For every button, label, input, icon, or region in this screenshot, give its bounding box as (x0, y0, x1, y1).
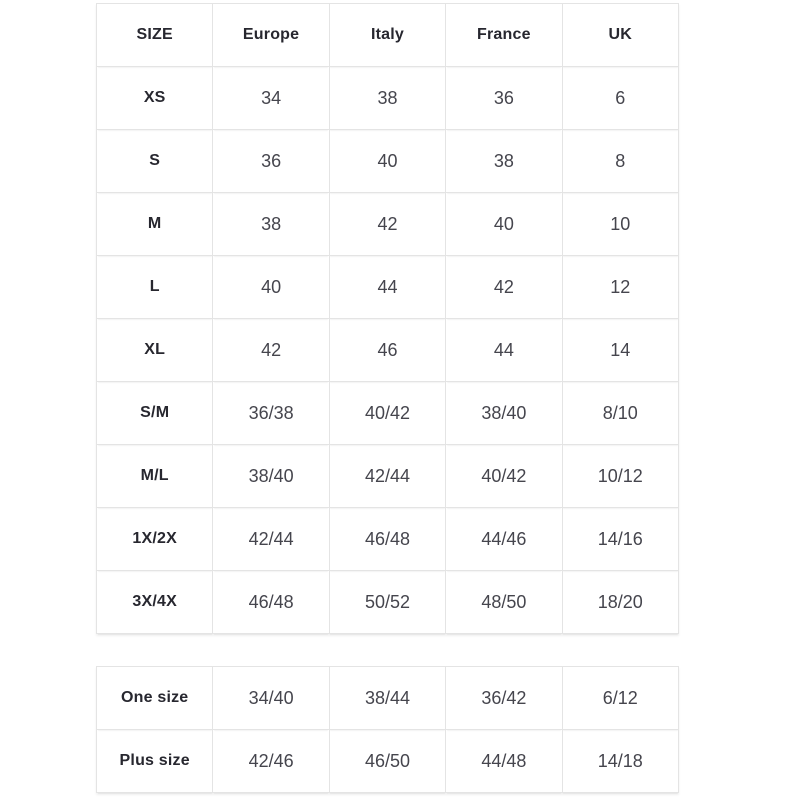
size-value-cell: 40 (212, 255, 330, 319)
size-label-cell: XS (95, 66, 214, 130)
size-value-cell: 46/48 (212, 570, 330, 634)
size-value-cell: 18/20 (561, 570, 680, 634)
size-label-cell: M/L (95, 444, 214, 508)
size-value-cell: 38/40 (212, 444, 330, 508)
size-value-cell: 12 (561, 255, 680, 319)
size-value-cell: 38/44 (328, 666, 447, 730)
size-value-cell: 36 (212, 129, 330, 193)
column-header-uk: UK (561, 3, 680, 67)
size-value-cell: 38 (212, 192, 330, 256)
size-label-cell: One size (95, 666, 214, 730)
size-value-cell: 46 (328, 318, 447, 382)
size-conversion-table: SIZE Europe Italy France UK XS 34 38 36 … (95, 3, 680, 634)
table-row-m: M 38 42 40 10 (95, 192, 680, 256)
size-value-cell: 42/44 (328, 444, 447, 508)
column-header-europe: Europe (212, 3, 330, 67)
size-label-cell: S (95, 129, 214, 193)
size-value-cell: 40/42 (445, 444, 563, 508)
size-value-cell: 40/42 (328, 381, 447, 445)
size-value-cell: 42/46 (212, 729, 330, 793)
size-value-cell: 42 (212, 318, 330, 382)
size-label-cell: 1X/2X (95, 507, 214, 571)
size-label-cell: 3X/4X (95, 570, 214, 634)
size-value-cell: 38 (328, 66, 447, 130)
table-row-one-size: One size 34/40 38/44 36/42 6/12 (95, 666, 680, 730)
table-row-m-l: M/L 38/40 42/44 40/42 10/12 (95, 444, 680, 508)
size-value-cell: 36 (445, 66, 563, 130)
size-value-cell: 40 (328, 129, 447, 193)
size-value-cell: 38/40 (445, 381, 563, 445)
table-row-plus-size: Plus size 42/46 46/50 44/48 14/18 (95, 729, 680, 793)
size-value-cell: 44/46 (445, 507, 563, 571)
size-value-cell: 42/44 (212, 507, 330, 571)
size-value-cell: 10 (561, 192, 680, 256)
column-header-italy: Italy (328, 3, 447, 67)
size-label-cell: M (95, 192, 214, 256)
size-value-cell: 44 (445, 318, 563, 382)
table-row-3x-4x: 3X/4X 46/48 50/52 48/50 18/20 (95, 570, 680, 634)
size-label-cell: S/M (95, 381, 214, 445)
size-value-cell: 42 (445, 255, 563, 319)
size-value-cell: 14 (561, 318, 680, 382)
size-value-cell: 46/50 (328, 729, 447, 793)
size-value-cell: 8 (561, 129, 680, 193)
size-value-cell: 36/38 (212, 381, 330, 445)
size-value-cell: 34 (212, 66, 330, 130)
size-value-cell: 44 (328, 255, 447, 319)
size-label-cell: Plus size (95, 729, 214, 793)
size-value-cell: 42 (328, 192, 447, 256)
column-header-row: SIZE Europe Italy France UK (95, 3, 680, 67)
size-label-cell: XL (95, 318, 214, 382)
size-value-cell: 34/40 (212, 666, 330, 730)
size-value-cell: 44/48 (445, 729, 563, 793)
column-header-france: France (445, 3, 563, 67)
table-row-s: S 36 40 38 8 (95, 129, 680, 193)
size-value-cell: 50/52 (328, 570, 447, 634)
size-value-cell: 36/42 (445, 666, 563, 730)
table-row-1x-2x: 1X/2X 42/44 46/48 44/46 14/16 (95, 507, 680, 571)
size-value-cell: 40 (445, 192, 563, 256)
column-header-size: SIZE (95, 3, 214, 67)
table-row-l: L 40 44 42 12 (95, 255, 680, 319)
table-row-s-m: S/M 36/38 40/42 38/40 8/10 (95, 381, 680, 445)
size-value-cell: 6/12 (561, 666, 680, 730)
size-value-cell: 38 (445, 129, 563, 193)
table-row-xs: XS 34 38 36 6 (95, 66, 680, 130)
size-value-cell: 6 (561, 66, 680, 130)
size-value-cell: 8/10 (561, 381, 680, 445)
size-label-cell: L (95, 255, 214, 319)
table-row-xl: XL 42 46 44 14 (95, 318, 680, 382)
size-value-cell: 14/18 (561, 729, 680, 793)
size-value-cell: 46/48 (328, 507, 447, 571)
size-value-cell: 48/50 (445, 570, 563, 634)
size-value-cell: 10/12 (561, 444, 680, 508)
size-value-cell: 14/16 (561, 507, 680, 571)
special-sizes-table: One size 34/40 38/44 36/42 6/12 Plus siz… (95, 666, 680, 793)
